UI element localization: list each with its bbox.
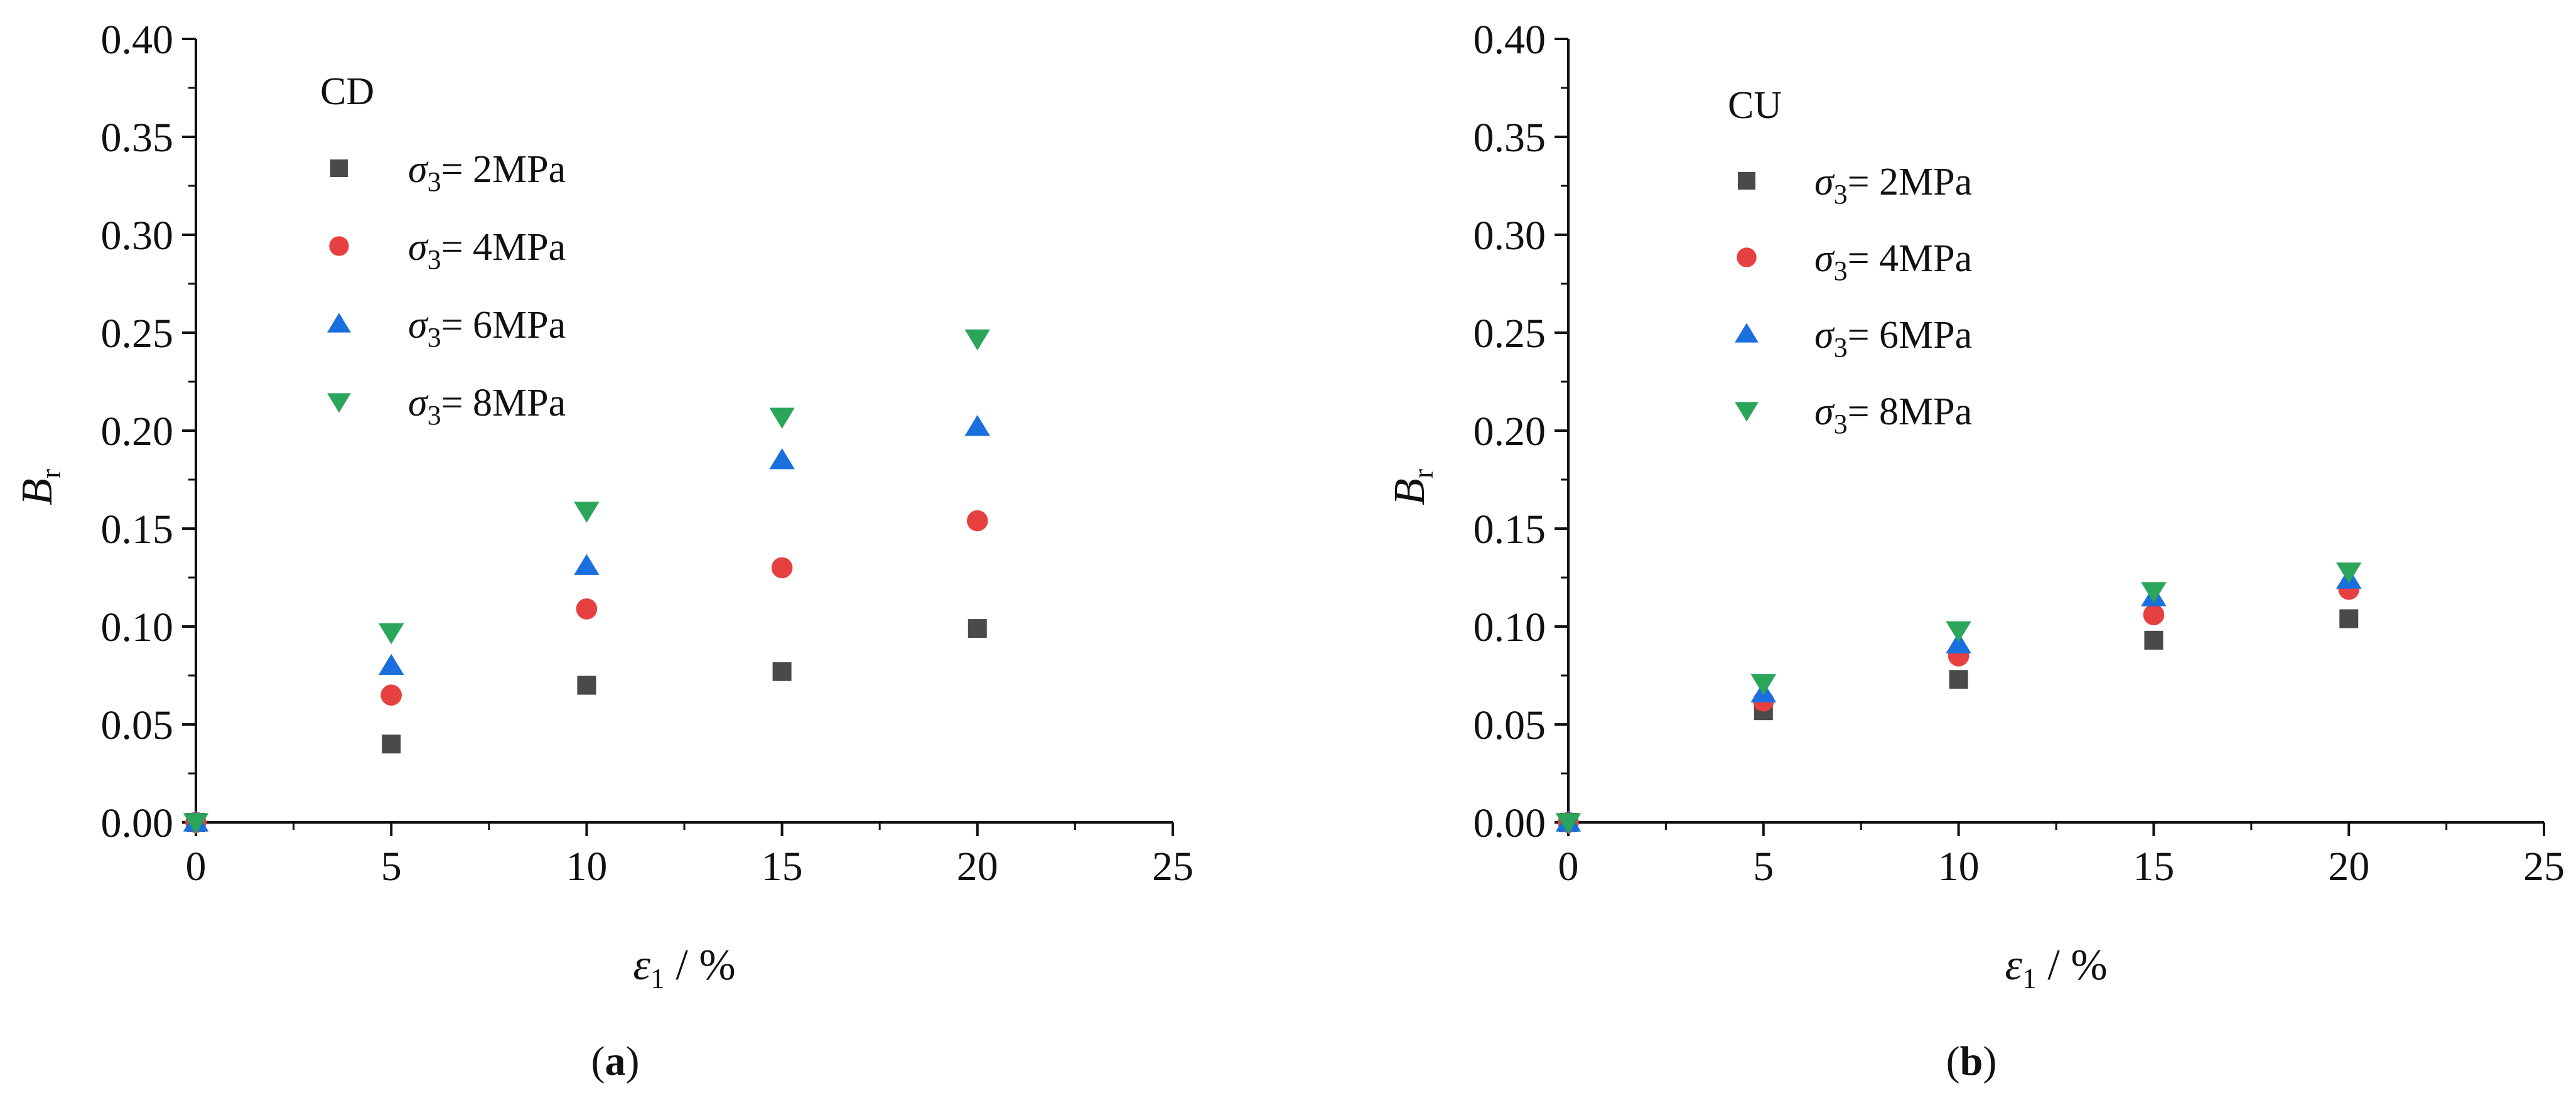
y-tick-label: 0.35 <box>101 115 174 161</box>
data-point <box>183 813 209 834</box>
y-axis-label: Br <box>1386 469 1439 505</box>
legend-label: σ3= 2MPa <box>408 148 566 197</box>
x-axis-label: ε1 / % <box>2005 941 2107 994</box>
x-tick-label: 10 <box>566 844 607 890</box>
legend-marker <box>327 393 351 413</box>
legend-title: CU <box>1728 84 1782 127</box>
y-tick-label: 0.35 <box>1474 115 1546 161</box>
data-point <box>964 415 991 436</box>
x-tick-label: 20 <box>2328 844 2369 890</box>
data-point <box>1750 674 1777 696</box>
data-point <box>1946 632 1971 654</box>
legend-marker <box>1737 247 1757 267</box>
y-tick-label: 0.30 <box>101 213 174 259</box>
legend-marker <box>1738 172 1755 190</box>
data-point <box>1949 670 1968 689</box>
legend-label: σ3= 8MPa <box>408 382 566 431</box>
data-point <box>2144 630 2164 650</box>
data-point <box>574 502 600 523</box>
y-tick-label: 0.05 <box>101 702 174 748</box>
data-point <box>574 554 600 575</box>
y-tick-label: 0.30 <box>1474 213 1546 259</box>
y-tick-label: 0.00 <box>101 800 174 846</box>
data-point <box>771 557 793 579</box>
y-tick-label: 0.00 <box>1474 800 1546 846</box>
x-tick-label: 0 <box>186 844 207 890</box>
data-point <box>769 407 795 429</box>
data-point <box>378 623 404 645</box>
data-point <box>2143 604 2165 626</box>
y-tick-label: 0.25 <box>1474 311 1546 357</box>
y-tick-label: 0.05 <box>1474 702 1546 748</box>
legend-marker <box>1735 323 1759 343</box>
x-tick-label: 15 <box>762 844 803 890</box>
data-point <box>772 662 792 681</box>
x-tick-label: 25 <box>2523 844 2565 890</box>
legend-marker <box>330 159 348 177</box>
data-point <box>2141 582 2167 603</box>
y-tick-label: 0.20 <box>1474 409 1546 455</box>
legend-label: σ3= 6MPa <box>408 304 566 353</box>
legend-label: σ3= 4MPa <box>1814 237 1972 286</box>
data-point <box>2336 562 2362 584</box>
data-point <box>964 329 991 351</box>
y-tick-label: 0.40 <box>101 17 174 63</box>
data-point <box>378 654 404 675</box>
panel-caption: (b) <box>1946 1038 1997 1084</box>
data-point <box>1946 621 1971 642</box>
x-tick-label: 10 <box>1938 844 1980 890</box>
x-tick-label: 5 <box>1753 844 1774 890</box>
y-tick-label: 0.15 <box>101 507 174 552</box>
chart-panel-a: 0 5 10 15 20 25 0.00 0.05 0.10 0.15 0.20 0.25 0.30 0.… <box>13 17 1194 1084</box>
data-point <box>1555 813 1582 834</box>
y-tick-label: 0.10 <box>1474 605 1546 650</box>
x-tick-label: 15 <box>2133 844 2174 890</box>
data-point <box>577 675 596 695</box>
x-tick-label: 5 <box>381 844 402 890</box>
y-tick-label: 0.25 <box>101 311 174 357</box>
legend-label: σ3= 6MPa <box>1814 314 1972 363</box>
y-tick-label: 0.20 <box>101 409 174 455</box>
x-tick-label: 0 <box>1558 844 1579 890</box>
panel-caption: (a) <box>591 1038 640 1084</box>
data-point <box>967 510 988 532</box>
x-axis-label: ε1 / % <box>633 941 735 994</box>
x-tick-label: 25 <box>1152 844 1194 890</box>
x-tick-label: 20 <box>957 844 998 890</box>
legend-marker <box>1735 402 1759 422</box>
legend-label: σ3= 8MPa <box>1814 390 1972 439</box>
data-point <box>382 734 401 754</box>
y-tick-label: 0.10 <box>101 605 174 650</box>
data-point <box>769 448 795 470</box>
data-point <box>380 684 402 706</box>
data-point <box>2339 609 2359 628</box>
legend-marker <box>327 313 351 333</box>
legend-marker <box>329 236 349 256</box>
data-point <box>967 619 987 638</box>
y-axis-label: Br <box>13 469 67 505</box>
data-point <box>576 598 598 620</box>
y-tick-label: 0.15 <box>1474 507 1546 552</box>
chart-panel-b: 0 5 10 15 20 25 0.00 0.05 0.10 0.15 0.20 0.25 0.30 0.… <box>1386 17 2565 1084</box>
legend-label: σ3= 4MPa <box>408 226 566 275</box>
y-tick-label: 0.40 <box>1474 17 1546 63</box>
legend-title: CD <box>320 70 374 113</box>
legend-label: σ3= 2MPa <box>1814 161 1972 210</box>
